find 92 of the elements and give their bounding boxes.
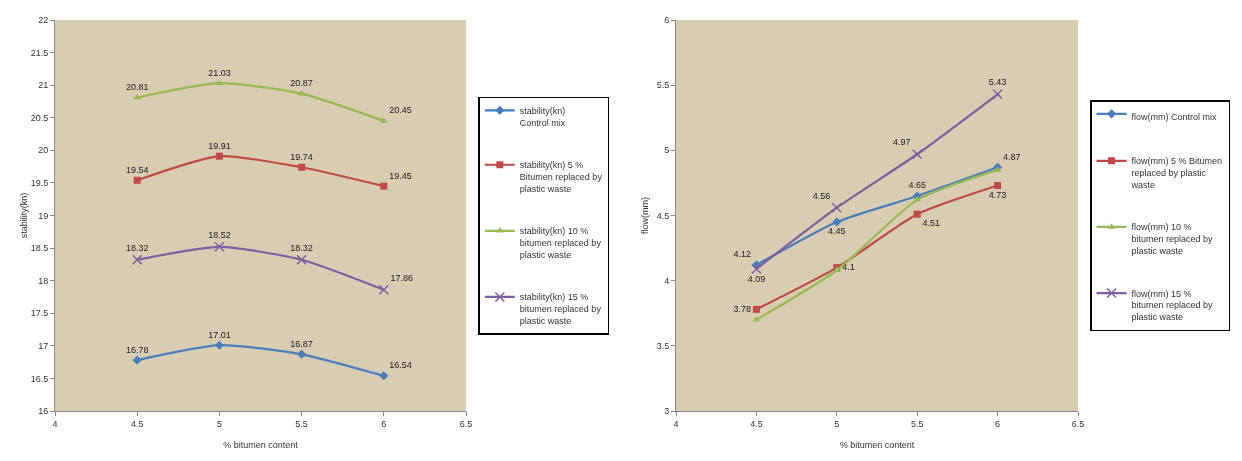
y-tick-label: 20.5 bbox=[30, 112, 49, 123]
y-tick-label: 21 bbox=[38, 80, 49, 91]
data-label: 19.74 bbox=[290, 151, 313, 162]
point bbox=[992, 89, 1003, 100]
data-label: 20.87 bbox=[290, 78, 313, 89]
x-tick-label: 6.5 bbox=[459, 418, 473, 429]
point bbox=[913, 210, 921, 218]
data-label: 16.87 bbox=[290, 338, 313, 349]
point bbox=[296, 254, 307, 266]
data-label: 19.54 bbox=[125, 164, 149, 175]
x-tick-label: 4.5 bbox=[750, 418, 763, 429]
y-axis-title: flow(mm) bbox=[640, 197, 650, 234]
point bbox=[297, 349, 307, 359]
x-tick-label: 4 bbox=[52, 418, 58, 429]
data-label: 19.45 bbox=[389, 170, 412, 181]
data-label: 4.73 bbox=[988, 189, 1007, 200]
point bbox=[832, 217, 842, 227]
legend-label: stability(kn) Control mix bbox=[519, 105, 566, 128]
data-label: 3.78 bbox=[733, 303, 752, 314]
legend-label: flow(mm) 15 % bitumen replaced by plastic waste bbox=[1131, 288, 1214, 322]
point bbox=[379, 371, 389, 381]
x-tick-label: 6 bbox=[995, 418, 1001, 429]
data-label: 4.51 bbox=[922, 218, 941, 229]
point bbox=[215, 152, 223, 160]
y-tick-label: 3 bbox=[664, 406, 670, 417]
point bbox=[751, 263, 762, 275]
x-tick-label: 4.5 bbox=[130, 418, 144, 429]
data-label: 4.56 bbox=[812, 190, 831, 201]
x-axis-title: % bitumen content bbox=[839, 440, 915, 450]
data-label: 16.54 bbox=[389, 360, 412, 371]
y-tick-label: 16 bbox=[38, 406, 49, 417]
y-tick-label: 22 bbox=[38, 15, 49, 26]
data-label: 4.1 bbox=[842, 261, 855, 272]
y-tick-label: 18.5 bbox=[30, 243, 49, 254]
x-tick-label: 5.5 bbox=[910, 418, 924, 429]
y-tick-label: 4.5 bbox=[656, 210, 670, 221]
point bbox=[133, 176, 141, 184]
data-label: 4.65 bbox=[908, 180, 926, 191]
data-label: 18.52 bbox=[208, 229, 231, 240]
data-label: 4.97 bbox=[893, 137, 911, 148]
y-axis-title: stability(kn) bbox=[19, 192, 29, 239]
point bbox=[298, 163, 306, 171]
y-tick-label: 4 bbox=[664, 275, 670, 286]
point bbox=[214, 241, 225, 253]
legend-label: stability(kn) 5 % Bitumen replaced by plastic waste bbox=[519, 160, 603, 194]
x-tick-label: 5.5 bbox=[295, 418, 308, 429]
x-axis-title: % bitumen content bbox=[223, 440, 299, 450]
point bbox=[131, 254, 143, 266]
y-tick-label: 18 bbox=[38, 275, 49, 286]
y-tick-label: 5 bbox=[664, 145, 670, 156]
point bbox=[132, 355, 142, 365]
data-label: 19.91 bbox=[208, 140, 231, 151]
y-tick-label: 19.5 bbox=[30, 178, 49, 189]
x-tick-label: 6 bbox=[381, 418, 387, 429]
x-tick-label: 5 bbox=[834, 418, 840, 429]
y-tick-label: 3.5 bbox=[656, 340, 670, 351]
y-tick-label: 5.5 bbox=[656, 80, 670, 91]
data-label: 18.32 bbox=[125, 242, 149, 253]
data-label: 4.12 bbox=[733, 249, 752, 260]
y-tick-label: 19 bbox=[38, 210, 49, 221]
point bbox=[214, 340, 224, 350]
data-label: 18.32 bbox=[290, 242, 313, 253]
legend-label: stability(kn) 15 % bitumen replaced by plastic waste bbox=[519, 292, 602, 326]
data-label: 4.09 bbox=[747, 274, 766, 285]
y-tick-label: 20 bbox=[38, 145, 49, 156]
data-label: 20.81 bbox=[125, 81, 149, 92]
data-label: 21.03 bbox=[208, 67, 231, 78]
y-tick-label: 17 bbox=[38, 340, 49, 351]
legend-label: flow(mm) 10 % bitumen replaced by plastic waste bbox=[1131, 222, 1214, 256]
data-label: 17.01 bbox=[208, 329, 231, 340]
y-tick-label: 16.5 bbox=[30, 373, 49, 384]
x-tick-label: 4 bbox=[673, 418, 679, 429]
point bbox=[378, 284, 390, 296]
point bbox=[911, 148, 923, 160]
point bbox=[380, 182, 388, 190]
x-tick-label: 5 bbox=[216, 418, 222, 429]
y-tick-label: 6 bbox=[664, 15, 670, 26]
data-label: 17.86 bbox=[390, 272, 413, 283]
y-tick-label: 17.5 bbox=[30, 308, 49, 319]
data-label: 20.45 bbox=[389, 105, 412, 116]
data-label: 4.87 bbox=[1002, 151, 1021, 162]
legend-label: stability(kn) 10 % bitumen replaced by plastic waste bbox=[519, 226, 602, 260]
point bbox=[994, 182, 1002, 190]
y-tick-label: 21.5 bbox=[30, 47, 49, 58]
x-tick-label: 6.5 bbox=[1071, 418, 1085, 429]
legend-label: flow(mm) 5 % Bitumen replaced by plastic waste bbox=[1130, 156, 1223, 190]
point bbox=[752, 305, 760, 313]
data-label: 16.78 bbox=[125, 344, 149, 355]
legend-label: flow(mm) Control mix bbox=[1131, 111, 1218, 122]
data-label: 5.43 bbox=[988, 77, 1007, 88]
data-label: 4.45 bbox=[828, 226, 846, 237]
point bbox=[831, 202, 843, 213]
